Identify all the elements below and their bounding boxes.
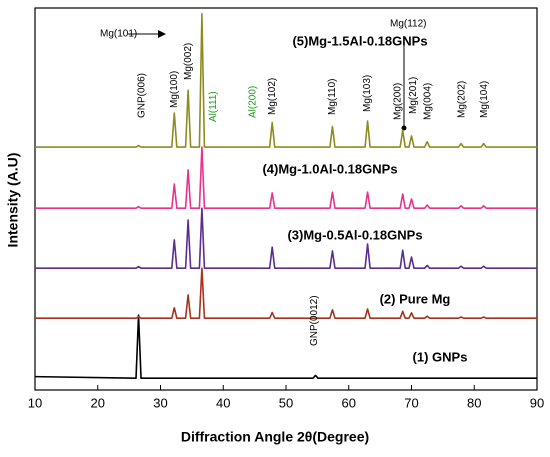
x-axis-label: Diffraction Angle 2θ(Degree) bbox=[181, 429, 369, 445]
series-line bbox=[35, 267, 537, 319]
peak-label: Mg(002) bbox=[183, 43, 194, 80]
x-tick-label: 90 bbox=[530, 395, 544, 410]
peak-label: Mg(201) bbox=[408, 77, 419, 114]
series-line bbox=[34, 314, 537, 379]
x-tick-label: 50 bbox=[279, 395, 293, 410]
x-tick-label: 80 bbox=[467, 395, 481, 410]
peak-label: Mg(004) bbox=[422, 83, 433, 120]
peak-label: GNP(0012) bbox=[309, 295, 320, 346]
x-tick-label: 20 bbox=[91, 395, 105, 410]
peak-label: GNP(006) bbox=[136, 73, 147, 118]
series-line bbox=[35, 12, 537, 148]
peak-label: Mg(101) bbox=[100, 29, 137, 40]
peak-label: Mg(202) bbox=[456, 81, 467, 118]
series-line bbox=[35, 207, 537, 269]
x-tick-label: 10 bbox=[28, 395, 42, 410]
x-tick-label: 60 bbox=[342, 395, 356, 410]
series-label: (3)Mg-0.5Al-0.18GNPs bbox=[287, 227, 422, 242]
peak-label: Mg(100) bbox=[169, 71, 180, 108]
peak-label: Mg(103) bbox=[362, 75, 373, 112]
peak-label: Mg(104) bbox=[479, 81, 490, 118]
peak-label: Al(200) bbox=[247, 86, 258, 118]
peak-label: Mg(200) bbox=[392, 83, 403, 120]
plot-frame bbox=[34, 7, 538, 391]
x-tick-label: 30 bbox=[153, 395, 167, 410]
arrow-head bbox=[158, 30, 166, 38]
series-label: (1) GNPs bbox=[413, 349, 468, 364]
y-axis-label: Intensity (A.U) bbox=[5, 153, 21, 248]
x-tick-label: 70 bbox=[404, 395, 418, 410]
series-label: (4)Mg-1.0Al-0.18GNPs bbox=[262, 161, 397, 176]
arrow-dot bbox=[401, 125, 407, 131]
peak-label: Mg(102) bbox=[267, 78, 278, 115]
series-label: (5)Mg-1.5Al-0.18GNPs bbox=[292, 33, 427, 48]
series-label: (2) Pure Mg bbox=[380, 291, 451, 306]
peak-label: Mg(112) bbox=[390, 19, 427, 30]
peak-label: Mg(110) bbox=[327, 79, 338, 116]
series-line bbox=[35, 146, 537, 209]
peak-label: Al(111) bbox=[208, 91, 219, 122]
x-tick-label: 40 bbox=[216, 395, 230, 410]
